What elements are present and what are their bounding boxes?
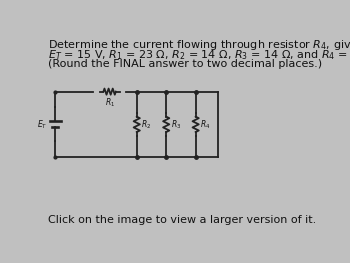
Text: $E_T$: $E_T$: [37, 118, 48, 131]
Text: $E_T$ = 15 V, $R_1$ = 23 Ω, $R_2$ = 14 Ω, $R_3$ = 14 Ω, and $R_4$ = 14 Ω: $E_T$ = 15 V, $R_1$ = 23 Ω, $R_2$ = 14 Ω…: [48, 48, 350, 62]
Text: Click on the image to view a larger version of it.: Click on the image to view a larger vers…: [48, 215, 316, 225]
Text: $R_2$: $R_2$: [141, 118, 152, 131]
Text: (Round the FINAL answer to two decimal places.): (Round the FINAL answer to two decimal p…: [48, 59, 322, 69]
Text: Determine the current flowing through resistor $R_4$, given:: Determine the current flowing through re…: [48, 38, 350, 52]
Text: $R_4$: $R_4$: [200, 118, 211, 131]
Text: $R_1$: $R_1$: [105, 96, 115, 109]
Text: $R_3$: $R_3$: [171, 118, 181, 131]
